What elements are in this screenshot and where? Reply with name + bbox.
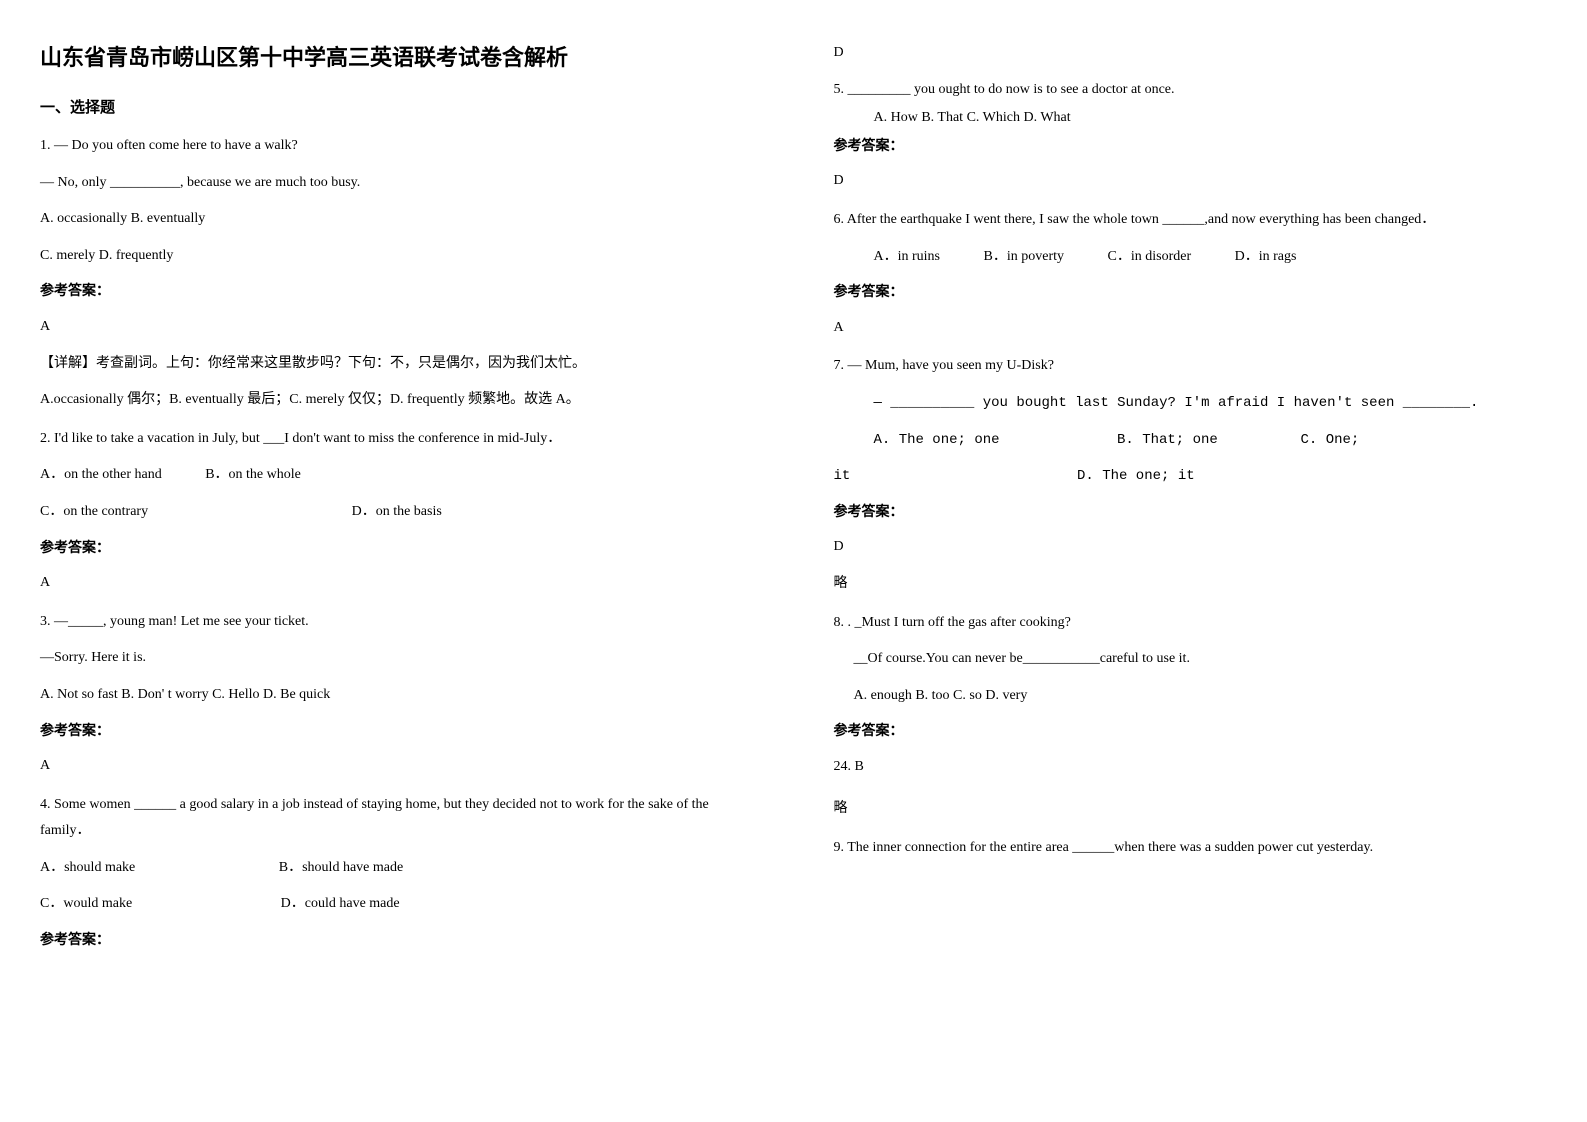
q7-skip: 略: [834, 571, 1548, 598]
q8-options: A. enough B. too C. so D. very: [834, 683, 1548, 710]
q6-optA: A．in ruins: [874, 244, 941, 271]
question-1: 1. — Do you often come here to have a wa…: [40, 133, 754, 414]
q1-explain-2: A.occasionally 偶尔；B. eventually 最后；C. me…: [40, 387, 754, 414]
q1-answer-label: 参考答案：: [40, 279, 754, 306]
q7-optB: B. That; one: [1117, 427, 1297, 454]
q6-optD: D．in rags: [1235, 244, 1297, 271]
q7-options-row1: A. The one; one B. That; one C. One;: [834, 427, 1548, 454]
q8-answer-label: 参考答案：: [834, 719, 1548, 746]
q1-line4: C. merely D. frequently: [40, 243, 754, 270]
question-3: 3. —_____, young man! Let me see your ti…: [40, 609, 754, 780]
q9-line1: 9. The inner connection for the entire a…: [834, 835, 1548, 862]
q4-optD: D．could have made: [281, 891, 400, 918]
q8-answer-value: 24. B: [834, 754, 1548, 781]
q8-skip: 略: [834, 796, 1548, 823]
q4-line1: 4. Some women ______ a good salary in a …: [40, 792, 754, 845]
q6-answer-value: A: [834, 315, 1548, 342]
q2-answer-label: 参考答案：: [40, 536, 754, 563]
question-4: 4. Some women ______ a good salary in a …: [40, 792, 754, 955]
q3-answer-label: 参考答案：: [40, 719, 754, 746]
q4-options-row2: C．would make D．could have made: [40, 891, 754, 918]
q2-optB: B．on the whole: [205, 462, 301, 489]
q8-line1: 8. . _Must I turn off the gas after cook…: [834, 610, 1548, 637]
q7-optA: A. The one; one: [874, 427, 1114, 454]
q5-answer-label: 参考答案：: [834, 134, 1548, 161]
q7-options-row2: it D. The one; it: [834, 463, 1548, 490]
q5-answer-value: D: [834, 168, 1548, 195]
section-heading: 一、选择题: [40, 96, 754, 117]
q1-answer-value: A: [40, 314, 754, 341]
q2-line1: 2. I'd like to take a vacation in July, …: [40, 426, 754, 453]
q2-optD: D．on the basis: [352, 499, 442, 526]
q7-line2: — __________ you bought last Sunday? I'm…: [834, 390, 1548, 417]
page-title: 山东省青岛市崂山区第十中学高三英语联考试卷含解析: [40, 40, 754, 72]
q2-optC: C．on the contrary: [40, 499, 148, 526]
question-7: 7. — Mum, have you seen my U-Disk? — ___…: [834, 353, 1548, 597]
q8-line2: __Of course.You can never be___________c…: [834, 646, 1548, 673]
q1-line1: 1. — Do you often come here to have a wa…: [40, 133, 754, 160]
q3-answer-value: A: [40, 753, 754, 780]
left-column: 山东省青岛市崂山区第十中学高三英语联考试卷含解析 一、选择题 1. — Do y…: [0, 0, 794, 1122]
q4-options-row1: A．should make B．should have made: [40, 855, 754, 882]
q2-options-row2: C．on the contrary D．on the basis: [40, 499, 754, 526]
q7-optD: D. The one; it: [1077, 463, 1195, 490]
question-2: 2. I'd like to take a vacation in July, …: [40, 426, 754, 597]
question-9: 9. The inner connection for the entire a…: [834, 835, 1548, 862]
q3-line1: 3. —_____, young man! Let me see your ti…: [40, 609, 754, 636]
q2-optA: A．on the other hand: [40, 462, 162, 489]
q7-optC: C. One;: [1301, 427, 1360, 454]
question-8: 8. . _Must I turn off the gas after cook…: [834, 610, 1548, 824]
q6-optC: C．in disorder: [1108, 244, 1192, 271]
question-5: 5. _________ you ought to do now is to s…: [834, 77, 1548, 195]
q4-optB: B．should have made: [279, 855, 403, 882]
q6-options: A．in ruins B．in poverty C．in disorder D．…: [834, 244, 1548, 271]
q7-answer-label: 参考答案：: [834, 500, 1548, 527]
q1-line3: A. occasionally B. eventually: [40, 206, 754, 233]
q5-options: A. How B. That C. Which D. What: [834, 105, 1548, 132]
q3-line2: —Sorry. Here it is.: [40, 645, 754, 672]
q7-line1: 7. — Mum, have you seen my U-Disk?: [834, 353, 1548, 380]
q4-optA: A．should make: [40, 855, 135, 882]
q6-optB: B．in poverty: [984, 244, 1065, 271]
q4-optC: C．would make: [40, 891, 132, 918]
right-column: D 5. _________ you ought to do now is to…: [794, 0, 1587, 1122]
q5-line1: 5. _________ you ought to do now is to s…: [834, 77, 1548, 104]
q2-options-row1: A．on the other hand B．on the whole: [40, 462, 754, 489]
q7-optC2: it: [834, 463, 1074, 490]
q7-answer-value: D: [834, 534, 1548, 561]
q6-line1: 6. After the earthquake I went there, I …: [834, 207, 1548, 234]
q4-answer-value: D: [834, 40, 1548, 67]
q4-answer-label: 参考答案：: [40, 928, 754, 955]
q6-answer-label: 参考答案：: [834, 280, 1548, 307]
q1-line2: — No, only __________, because we are mu…: [40, 170, 754, 197]
q2-answer-value: A: [40, 570, 754, 597]
question-6: 6. After the earthquake I went there, I …: [834, 207, 1548, 341]
q3-options: A. Not so fast B. Don' t worry C. Hello …: [40, 682, 754, 709]
q1-explain-1: 【详解】考查副词。上句：你经常来这里散步吗？下句：不，只是偶尔，因为我们太忙。: [40, 351, 754, 378]
